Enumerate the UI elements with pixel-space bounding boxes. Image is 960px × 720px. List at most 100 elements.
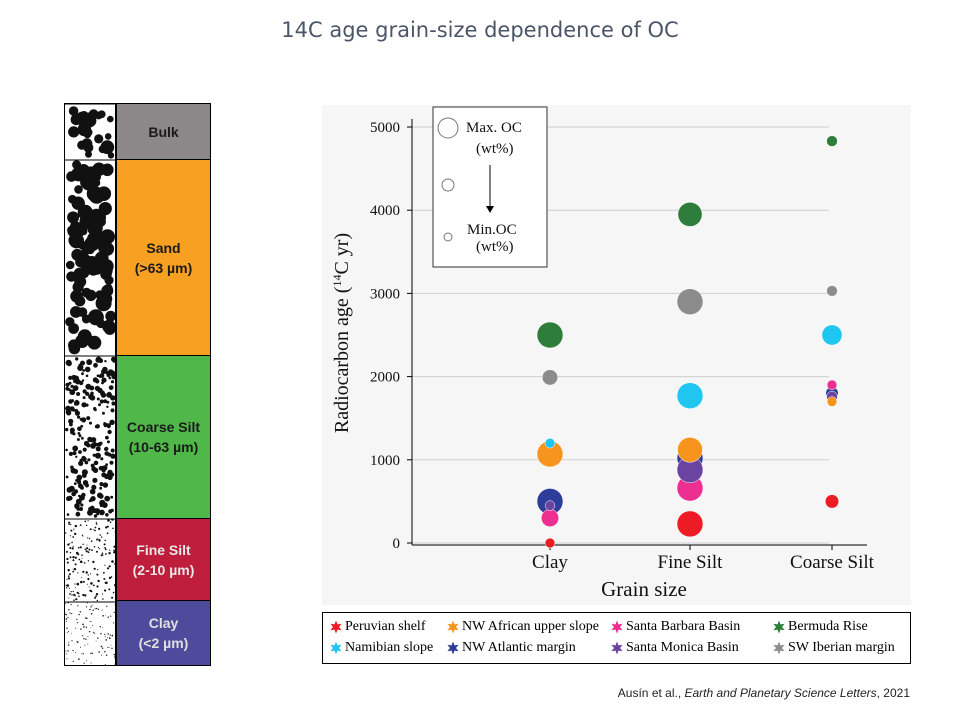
legend-item: Namibian slope — [329, 640, 433, 656]
data-point: Namibian slope — [676, 382, 704, 409]
grain-particle — [70, 529, 73, 532]
grain-particle — [105, 581, 108, 585]
grain-particle — [94, 134, 104, 144]
grain-particle — [79, 560, 83, 564]
grain-particle — [110, 395, 115, 401]
grain-particle — [95, 452, 101, 459]
grain-particle — [72, 559, 75, 562]
data-point: Bermuda Rise — [677, 202, 703, 227]
grain-particle — [94, 632, 96, 634]
grain-particle — [87, 458, 91, 462]
y-tick-label: 4000 — [370, 203, 400, 219]
grain-particle — [82, 480, 89, 486]
grain-particle — [81, 492, 86, 498]
grain-particle — [65, 410, 70, 415]
grain-particle — [102, 598, 104, 600]
grain-particle — [73, 482, 77, 485]
grain-particle — [68, 339, 80, 351]
size-legend-max-circle — [437, 117, 459, 139]
grain-particle — [76, 438, 80, 441]
grain-particle — [74, 556, 77, 559]
grain-particle — [85, 289, 97, 302]
grain-particle — [107, 115, 114, 123]
grain-particle — [110, 576, 113, 578]
grain-particle — [82, 570, 85, 573]
grain-particle — [74, 652, 76, 654]
grain-particle — [83, 638, 85, 640]
grain-particle — [109, 521, 112, 524]
grain-particle — [88, 394, 94, 400]
grain-particle — [68, 641, 70, 643]
grain-particle — [81, 554, 83, 556]
data-point: Namibian slope — [544, 438, 556, 449]
grain-particle — [85, 256, 99, 270]
grain-particle — [104, 474, 107, 477]
citation-authors: Ausín et al., — [617, 686, 685, 700]
grain-particle — [110, 633, 111, 635]
grain-particle — [93, 362, 98, 368]
grain-particle — [85, 571, 88, 574]
grain-particle — [87, 643, 89, 645]
grain-particle — [67, 617, 69, 619]
grain-particle — [85, 403, 89, 407]
legend-label: Bermuda Rise — [788, 619, 868, 634]
grain-particle — [69, 543, 71, 545]
grain-particle — [103, 571, 105, 574]
grain-particle — [101, 411, 105, 415]
data-point: Santa Monica Basin — [544, 500, 556, 511]
grain-particle — [108, 369, 114, 375]
grain-particle — [68, 573, 71, 576]
grain-particle — [76, 591, 79, 594]
grain-particle — [98, 403, 101, 407]
grain-particle — [110, 408, 115, 413]
grain-particle — [110, 508, 114, 513]
grain-particle — [69, 552, 72, 554]
grain-particle — [103, 422, 106, 425]
grain-particle — [67, 650, 69, 652]
data-point: NW African upper slope — [677, 437, 703, 463]
grain-particle — [67, 644, 70, 646]
legend-item: SW Iberian margin — [772, 640, 895, 656]
grain-particle — [97, 569, 99, 571]
grain-particle — [107, 452, 112, 457]
x-tick-label: Clay — [532, 552, 568, 573]
grain-particle — [75, 357, 79, 361]
grain-particle — [95, 424, 100, 429]
y-tick-label: 2000 — [370, 370, 400, 386]
grain-particle — [78, 613, 80, 616]
legend-label: NW Atlantic margin — [462, 640, 576, 655]
grain-particle — [66, 627, 68, 629]
data-point: SW Iberian margin — [676, 288, 704, 315]
grain-particle — [82, 470, 85, 474]
size-legend-min-circle — [443, 232, 453, 242]
legend-item: NW African upper slope — [446, 619, 599, 635]
grain-particle — [88, 499, 92, 503]
grain-particle — [85, 374, 89, 378]
legend-item: Peruvian shelf — [329, 619, 425, 635]
grain-particle — [114, 562, 115, 565]
grain-particle — [70, 290, 83, 303]
grain-particle — [102, 482, 109, 488]
grain-particle — [113, 611, 115, 613]
grain-particle — [113, 551, 115, 554]
grain-particle — [104, 275, 114, 285]
grain-particle — [108, 376, 112, 380]
grain-particle — [79, 611, 81, 613]
grain-particle — [73, 267, 87, 281]
grain-particle — [71, 640, 73, 642]
grain-particle — [68, 597, 70, 599]
grain-particle — [65, 620, 67, 622]
grain-particle — [104, 633, 106, 635]
stratum-fine-silt-label: Fine Silt (2-10 µm) — [132, 541, 195, 578]
data-point: Namibian slope — [821, 324, 843, 346]
grain-particle — [114, 531, 115, 533]
legend-star-icon — [447, 641, 459, 655]
grain-particle — [81, 417, 87, 423]
grain-particle — [69, 389, 76, 396]
grain-particle — [93, 529, 95, 531]
grain-particle — [73, 386, 77, 390]
legend-star-icon — [330, 620, 342, 634]
grain-particle — [66, 513, 70, 516]
grain-particle — [111, 634, 114, 637]
grain-particle — [74, 583, 76, 585]
